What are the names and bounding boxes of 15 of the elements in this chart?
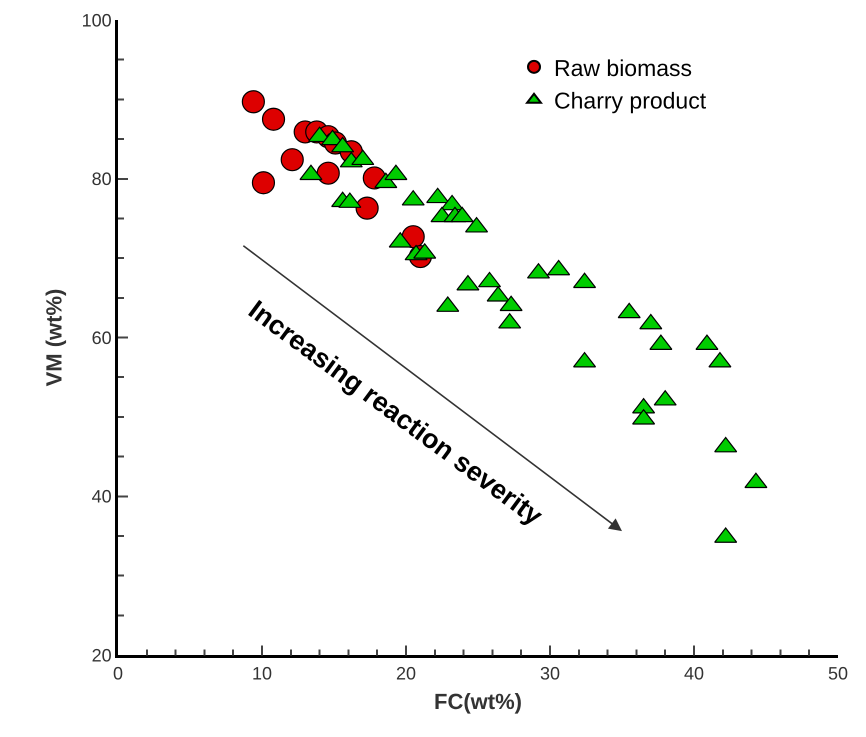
x-tick-label: 40 xyxy=(684,663,704,684)
x-tick-label: 10 xyxy=(252,663,272,684)
y-axis-title: VM (wt%) xyxy=(41,288,66,386)
y-tick-label: 40 xyxy=(92,486,112,507)
x-tick-label: 20 xyxy=(396,663,416,684)
y-tick-label: 20 xyxy=(92,645,112,666)
x-axis-title: FC(wt%) xyxy=(434,689,522,714)
y-tick-label: 100 xyxy=(82,10,112,30)
x-tick-label: 30 xyxy=(540,663,560,684)
legend-label: Raw biomass xyxy=(554,54,692,81)
x-tick-label: 0 xyxy=(112,663,124,684)
y-tick-label: 80 xyxy=(92,169,112,190)
x-tick-label: 50 xyxy=(828,663,848,684)
y-tick-label: 60 xyxy=(92,328,112,348)
legend-label: Charry product xyxy=(554,88,707,114)
